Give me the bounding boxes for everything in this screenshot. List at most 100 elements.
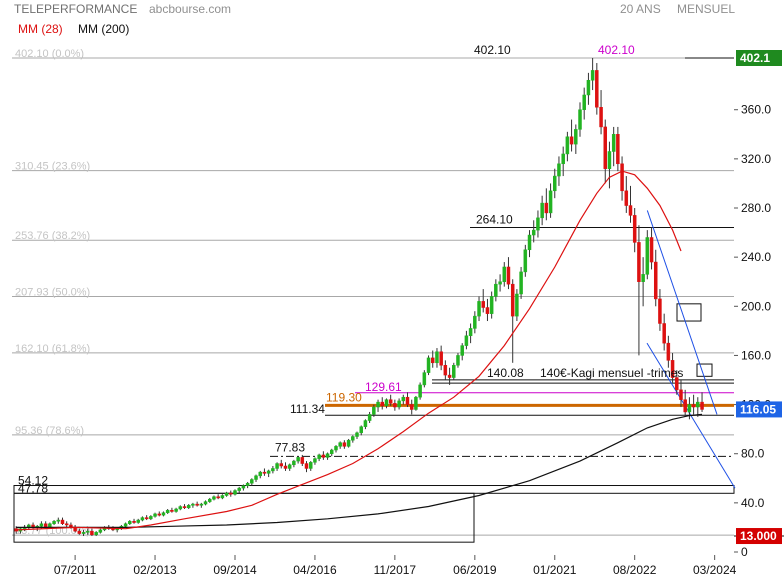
candle bbox=[397, 398, 401, 410]
y-tick-label: 160.0 bbox=[741, 348, 771, 362]
candle bbox=[182, 504, 187, 510]
candle bbox=[153, 512, 157, 518]
candle-body bbox=[60, 519, 65, 524]
candle-body bbox=[287, 464, 292, 469]
candle bbox=[696, 397, 700, 417]
candle-body bbox=[607, 151, 612, 169]
candle-body bbox=[628, 205, 633, 216]
candle bbox=[275, 462, 279, 471]
candle bbox=[595, 63, 599, 115]
candle-body bbox=[464, 335, 469, 346]
candle-body bbox=[544, 202, 549, 214]
candle-body bbox=[262, 471, 267, 474]
candle-body bbox=[300, 457, 305, 464]
candle bbox=[287, 463, 292, 471]
candle-body bbox=[384, 399, 389, 407]
candle-body bbox=[372, 406, 376, 415]
candles bbox=[14, 58, 704, 537]
fib-label: 207.93 (50.0%) bbox=[15, 287, 90, 299]
candle bbox=[376, 399, 380, 412]
candle bbox=[216, 494, 220, 500]
candle bbox=[94, 531, 98, 537]
candle-body bbox=[321, 454, 326, 458]
candle bbox=[414, 395, 418, 411]
high-price-box bbox=[736, 50, 782, 66]
candle-body bbox=[452, 365, 456, 378]
candle bbox=[422, 370, 427, 388]
candle bbox=[540, 195, 544, 226]
candle-body bbox=[393, 403, 397, 408]
candle bbox=[279, 459, 284, 469]
candle bbox=[380, 397, 384, 410]
candle-body bbox=[574, 129, 578, 145]
candle-body bbox=[98, 529, 103, 533]
candle-body bbox=[489, 296, 494, 314]
candle-body bbox=[317, 454, 321, 459]
candle bbox=[338, 441, 342, 449]
candle-body bbox=[250, 479, 254, 484]
x-tick-label: 11/2017 bbox=[374, 563, 417, 577]
candle-body bbox=[456, 355, 460, 366]
candle bbox=[561, 146, 565, 177]
y-tick-label: 200.0 bbox=[741, 299, 771, 313]
candle bbox=[553, 168, 557, 199]
candle bbox=[262, 468, 267, 476]
candle bbox=[161, 511, 166, 517]
candle bbox=[418, 382, 422, 400]
candle-body bbox=[561, 153, 565, 165]
candle-body bbox=[216, 496, 220, 499]
candle-body bbox=[266, 470, 271, 474]
candle bbox=[317, 453, 321, 462]
candle bbox=[536, 210, 540, 238]
candle-body bbox=[477, 301, 481, 317]
candle-body bbox=[203, 501, 208, 505]
candle-body bbox=[645, 237, 650, 275]
candle bbox=[557, 156, 561, 186]
candle-body bbox=[675, 377, 679, 391]
chart-period: 20 ANS bbox=[620, 2, 661, 16]
candle-body bbox=[170, 509, 174, 512]
candle-body bbox=[258, 471, 263, 477]
candle bbox=[342, 440, 347, 449]
candle bbox=[439, 345, 443, 371]
label-129: 129.61 bbox=[365, 380, 402, 394]
fib-label: 402.10 (0.0%) bbox=[15, 48, 84, 60]
candle bbox=[123, 522, 128, 528]
candle-body bbox=[157, 513, 162, 516]
candle bbox=[144, 515, 149, 521]
candle-body bbox=[380, 401, 384, 407]
candle bbox=[195, 501, 199, 507]
candle-body bbox=[128, 521, 132, 524]
candle bbox=[355, 431, 359, 439]
candle-body bbox=[582, 94, 586, 110]
candle-body bbox=[485, 307, 490, 314]
candle-body bbox=[296, 457, 300, 462]
candle bbox=[132, 518, 136, 524]
candle-body bbox=[161, 512, 166, 516]
candle bbox=[649, 227, 654, 270]
candle bbox=[658, 289, 662, 331]
candle bbox=[85, 528, 90, 535]
candle-body bbox=[468, 328, 473, 337]
candle-body bbox=[414, 396, 418, 410]
candle bbox=[250, 478, 254, 486]
candle-body bbox=[632, 215, 637, 243]
candle bbox=[447, 367, 452, 385]
candle-body bbox=[191, 503, 195, 506]
candle bbox=[620, 156, 624, 201]
candle bbox=[212, 495, 216, 501]
candle-body bbox=[637, 242, 641, 282]
candle-body bbox=[271, 468, 275, 472]
candle-body bbox=[578, 109, 582, 130]
candle bbox=[679, 380, 683, 408]
candle bbox=[56, 517, 61, 524]
low-price-box bbox=[736, 528, 782, 545]
candle-body bbox=[64, 523, 69, 526]
candle bbox=[393, 399, 397, 411]
candle bbox=[603, 119, 608, 184]
candle-body bbox=[691, 404, 696, 408]
candle bbox=[330, 448, 334, 457]
candle bbox=[405, 392, 410, 408]
candle-body bbox=[94, 532, 98, 536]
x-tick-label: 02/2013 bbox=[133, 563, 177, 577]
